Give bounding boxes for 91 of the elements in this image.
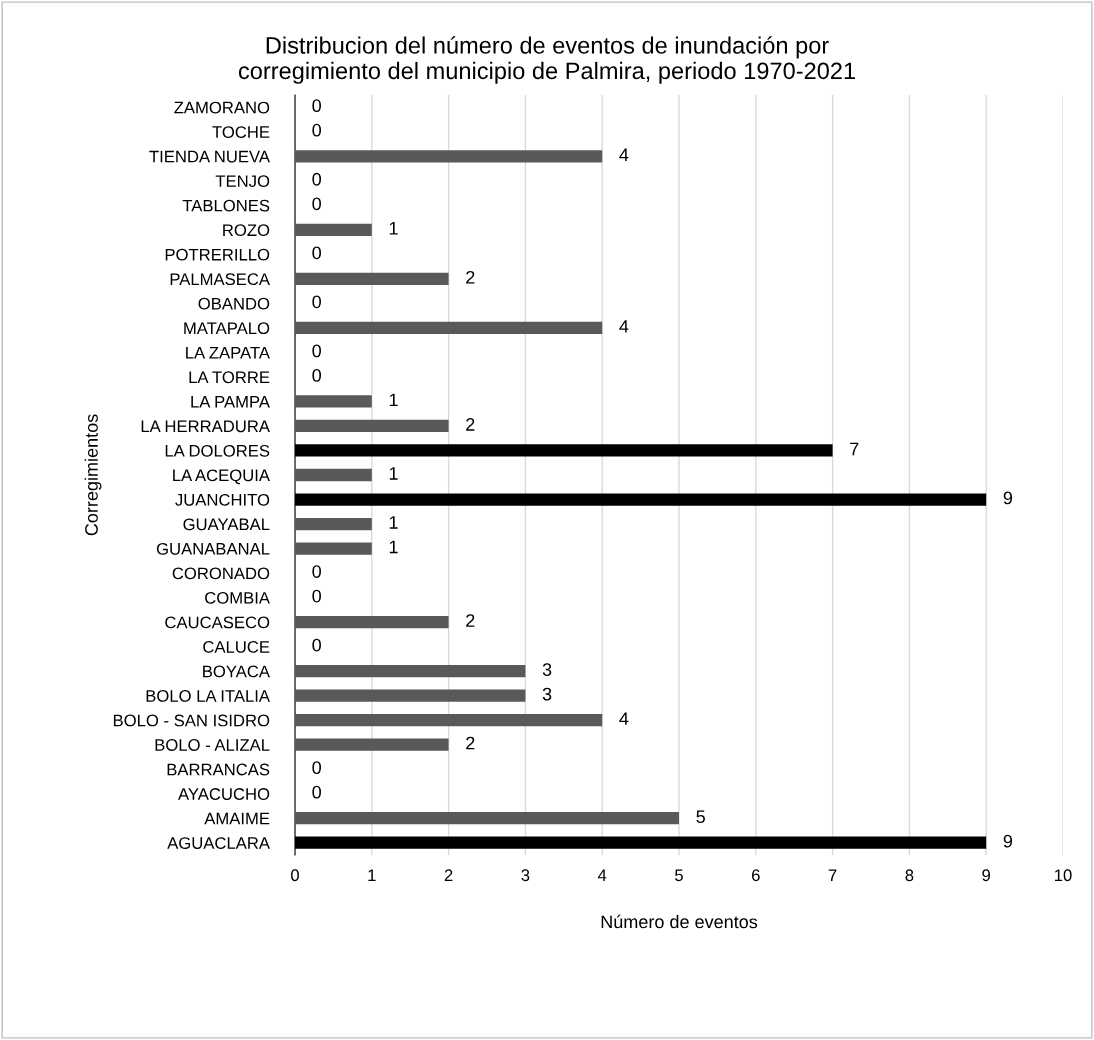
data-label: 2: [466, 736, 475, 750]
y-tick-label: ZAMORANO: [174, 101, 270, 114]
data-label: 5: [696, 810, 705, 824]
data-label: 4: [619, 320, 629, 333]
data-label: 3: [542, 687, 552, 701]
data-label: 9: [1003, 834, 1013, 848]
y-tick-label: GUANABANAL: [156, 542, 270, 555]
data-label: 0: [312, 565, 321, 578]
y-axis-title: Corregimientos: [84, 414, 102, 536]
y-tick-label: BOLO LA ITALIA: [146, 690, 270, 702]
bar: [295, 615, 449, 629]
bar: [295, 272, 449, 285]
y-tick-label: TABLONES: [182, 199, 270, 212]
x-tick-label: 10: [1055, 869, 1072, 882]
data-label: 1: [389, 540, 398, 554]
data-label: 2: [466, 270, 475, 284]
x-axis-title: Número de eventos: [601, 914, 758, 929]
data-label: 1: [389, 516, 398, 529]
bar: [295, 223, 372, 236]
data-label: 0: [312, 172, 321, 186]
data-label: 0: [312, 246, 321, 260]
x-tick-label: 8: [905, 869, 914, 882]
y-tick-label: LA ACEQUIA: [173, 469, 270, 485]
y-tick-label: LA ZAPATA: [186, 346, 270, 359]
bar: [295, 395, 372, 408]
bar: [295, 738, 449, 751]
data-label: 2: [466, 418, 475, 431]
data-label: 1: [389, 222, 398, 235]
y-tick-label: AGUACLARA: [167, 837, 270, 849]
y-tick-label: AMAIME: [204, 812, 270, 825]
y-tick-label: LA DOLORES: [165, 444, 270, 457]
bar: [295, 689, 526, 702]
y-tick-label: PALMASECA: [170, 273, 270, 286]
bar: [295, 468, 372, 482]
y-tick-label: TENJO: [215, 175, 270, 188]
data-label: 1: [389, 393, 398, 407]
bar: [295, 542, 372, 555]
y-tick-label: CAUCASECO: [165, 616, 270, 629]
data-label: 1: [389, 467, 398, 480]
data-label: 0: [312, 295, 321, 309]
x-tick-label: 1: [368, 869, 376, 881]
data-label: 0: [312, 197, 321, 211]
x-tick-label: 7: [828, 869, 837, 881]
data-label: 0: [312, 761, 321, 775]
y-tick-label: COMBIA: [205, 591, 270, 604]
data-label: 0: [312, 99, 321, 113]
x-tick-label: 5: [675, 869, 683, 882]
y-tick-label: TIENDA NUEVA: [149, 150, 270, 163]
y-tick-label: LA TORRE: [189, 371, 270, 384]
data-label: 2: [466, 614, 475, 627]
data-label: 0: [312, 123, 321, 137]
y-tick-label: BOLO - SAN ISIDRO: [113, 714, 270, 727]
x-tick-label: 6: [752, 869, 760, 882]
y-tick-label: BOLO - ALIZAL: [155, 739, 270, 751]
chart-title: Distribucion del número de eventos de inundación por corregimiento del municipio de Palmira, periodo 1970-2021: [238, 36, 855, 84]
y-tick-label: JUANCHITO: [175, 493, 270, 506]
data-label: 9: [1003, 491, 1013, 505]
y-tick-label: ROZO: [223, 224, 270, 237]
data-label: 0: [312, 369, 321, 382]
y-tick-label: POTRERILLO: [165, 248, 270, 261]
x-tick-label: 3: [521, 869, 530, 882]
bar: [295, 321, 603, 335]
y-tick-label: MATAPALO: [184, 322, 270, 335]
data-label: 0: [312, 589, 321, 603]
x-tick-label: 9: [982, 869, 991, 882]
y-tick-label: TOCHE: [212, 126, 270, 138]
x-tick-label: 0: [291, 869, 299, 882]
y-tick-label: LA PAMPA: [191, 396, 270, 408]
data-label: 4: [619, 712, 629, 725]
data-label: 0: [312, 638, 321, 652]
y-tick-label: CORONADO: [172, 567, 270, 580]
y-tick-label: OBANDO: [198, 297, 270, 310]
bar: [295, 517, 372, 531]
data-label: 7: [850, 442, 859, 456]
bar: [295, 812, 679, 825]
x-tick-label: 2: [444, 869, 453, 881]
y-tick-label: AYACUCHO: [178, 788, 270, 800]
y-tick-label: BOYACA: [203, 665, 270, 678]
y-tick-label: BARRANCAS: [167, 763, 270, 776]
bar: [295, 419, 449, 433]
x-tick-label: 4: [597, 869, 607, 881]
y-tick-label: CALUCE: [203, 641, 270, 653]
data-label: 4: [619, 148, 629, 161]
bar: [295, 665, 526, 678]
y-tick-label: LA HERRADURA: [141, 420, 270, 433]
data-label: 3: [542, 663, 552, 676]
y-tick-label: GUAYABAL: [183, 518, 270, 531]
data-label: 0: [312, 785, 321, 799]
bar: [295, 150, 603, 163]
data-label: 0: [312, 344, 321, 358]
bar: [295, 714, 603, 727]
